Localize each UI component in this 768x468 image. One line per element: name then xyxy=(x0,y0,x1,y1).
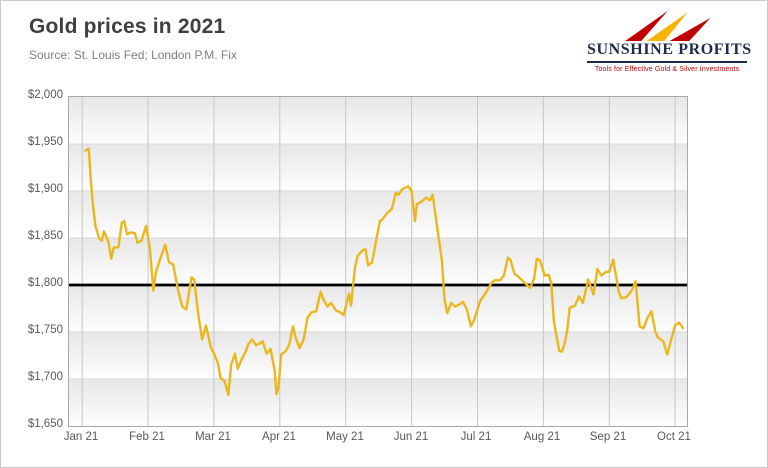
logo-tagline: Tools for Effective Gold & Silver Invest… xyxy=(594,65,740,73)
page-title: Gold prices in 2021 xyxy=(29,15,226,38)
y-axis-label: $1,700 xyxy=(27,371,63,383)
x-axis-label: Apr 21 xyxy=(262,431,296,443)
sunshine-rays-icon xyxy=(625,10,711,41)
gold-price-line xyxy=(84,147,685,397)
y-axis-label: $1,950 xyxy=(27,136,63,148)
x-axis-label: Aug 21 xyxy=(523,431,561,443)
x-axis-label: Oct 21 xyxy=(657,431,691,443)
x-axis-label: Jun 21 xyxy=(393,431,429,443)
x-axis-label: Jul 21 xyxy=(460,431,492,443)
y-axis-label: $1,850 xyxy=(27,230,63,242)
plot-area xyxy=(68,96,688,427)
x-axis-label: Feb 21 xyxy=(129,431,165,443)
x-axis-label: Sep 21 xyxy=(589,431,627,443)
x-axis-label: May 21 xyxy=(326,431,364,443)
y-axis-label: $1,750 xyxy=(27,324,63,336)
source-caption: Source: St. Louis Fed; London P.M. Fix xyxy=(29,48,237,62)
y-axis-label: $1,900 xyxy=(27,183,63,195)
y-axis-label: $1,650 xyxy=(27,418,63,430)
x-axis-label: Mar 21 xyxy=(195,431,231,443)
x-axis-label: Jan 21 xyxy=(63,431,99,443)
chart-canvas xyxy=(69,97,687,426)
y-axis-label: $1,800 xyxy=(27,277,63,289)
y-axis-label: $2,000 xyxy=(27,89,63,101)
logo-divider xyxy=(587,60,747,63)
sunshine-profits-logo: SUNSHINE PROFITS Tools for Effective Gol… xyxy=(587,9,752,73)
logo-company-name: SUNSHINE PROFITS xyxy=(587,41,752,58)
